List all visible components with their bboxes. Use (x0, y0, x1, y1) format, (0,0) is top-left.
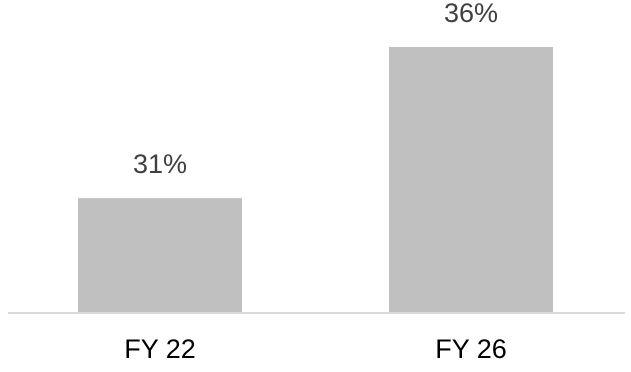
bars-layer (78, 47, 553, 313)
bar-fy-26 (389, 47, 553, 313)
data-label: 36% (444, 0, 498, 28)
data-label: 31% (133, 149, 187, 179)
labels-layer: 31% FY 22 36% FY 26 (124, 0, 507, 364)
bar-fy-22 (78, 198, 242, 313)
x-tick-label: FY 26 (435, 334, 507, 364)
x-tick-label: FY 22 (124, 334, 196, 364)
